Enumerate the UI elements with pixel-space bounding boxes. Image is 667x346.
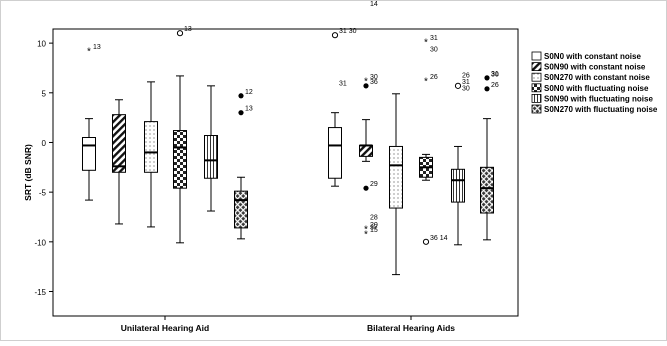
legend-swatch [531,104,542,114]
legend-item-4: S0N0 with fluctuating noise [531,83,649,93]
outlier-label: 15 [370,227,378,234]
y-tick-label: -10 [34,238,46,247]
legend-item-2: S0N90 with constant noise [531,62,646,72]
legend-swatch [531,72,542,82]
outlier-dot [363,83,369,89]
legend-label: S0N0 with fluctuating noise [544,84,649,93]
box-bilateral-6: 31 26 [480,71,499,241]
iqr-box [144,121,158,173]
outlier-circle [176,30,184,37]
legend-item-1: S0N0 with constant noise [531,51,641,61]
box-unilateral-4: 13 [173,26,192,244]
iqr-box [451,168,465,203]
box-unilateral-5 [204,85,218,212]
x-tick-label: Unilateral Hearing Aid [121,323,209,333]
outlier-label: 31 [462,79,470,86]
iqr-box [112,114,126,173]
y-tick-label: -15 [34,288,46,297]
legend-label: S0N270 with fluctuating noise [544,105,658,114]
outlier-label: 29 [370,181,378,188]
legend-swatch [531,94,542,103]
box-unilateral-6: 12 13 [234,89,253,240]
case-label: 26 [462,72,470,79]
outlier-label: 36 [370,79,378,86]
x-tick-label: Bilateral Hearing Aids [367,323,455,333]
case-label: 31 [339,80,347,87]
case-label: 37 [370,224,378,231]
case-label: 14 [370,1,378,8]
outlier-dot [363,185,369,191]
iqr-box [480,166,494,214]
legend-label: S0N270 with constant noise [544,73,650,82]
outlier-star: * [364,224,368,235]
box-unilateral-3 [144,81,158,228]
case-label: 30 [430,47,438,54]
y-tick-label: 10 [37,40,46,49]
outlier-label: 13 [245,106,253,113]
legend-item-5: S0N90 with fluctuating noise [531,94,653,103]
y-tick-label: 5 [42,89,47,98]
outlier-dot [484,75,490,81]
iqr-box [82,137,96,171]
legend-item-6: S0N270 with fluctuating noise [531,104,658,114]
box-unilateral-1: * 13 [82,44,101,201]
outlier-label: 30 [370,74,378,81]
outlier-dot [484,86,490,92]
legend-item-3: S0N270 with constant noise [531,72,650,82]
outlier-label: 12 [245,89,253,96]
outlier-circle [331,32,339,39]
iqr-box [359,144,373,157]
case-label: 30 [491,71,499,78]
outlier-star: * [364,76,368,87]
iqr-box [234,190,248,229]
y-tick-label: 0 [42,139,47,148]
iqr-box [389,145,403,209]
outlier-label: 31 [491,71,499,78]
box-bilateral-1: 31 30 [328,28,357,187]
outlier-dot [238,93,244,99]
iqr-box [204,135,218,179]
y-axis-label: SRT (dB SNR) [23,144,33,201]
legend-swatch [531,62,542,71]
outlier-circle [454,82,462,89]
case-label: 28 [370,214,378,221]
iqr-box [173,130,187,189]
outlier-star: * [424,76,428,87]
outlier-star: * [87,47,91,58]
legend-label: S0N90 with fluctuating noise [544,94,653,103]
outlier-circle [422,238,430,245]
y-tick-label: -5 [39,189,47,198]
outlier-label: 26 [491,82,499,89]
legend-label: S0N90 with constant noise [544,63,646,72]
outlier-star: * [424,38,428,49]
case-label: 30 [462,85,470,92]
legend-swatch [531,51,542,61]
outlier-dot [238,110,244,116]
iqr-box [328,127,342,179]
outlier-label: 31 [430,35,438,42]
outlier-label: 36 14 [430,235,448,242]
plot-frame [52,28,519,317]
outlier-label: 20 [370,222,378,229]
outlier-label: 31 30 [339,28,357,35]
outlier-star: * [364,229,368,240]
box-bilateral-5: 31 [451,79,470,246]
outlier-label: 26 [430,74,438,81]
legend-swatch [531,83,542,93]
outlier-label: 13 [184,26,192,33]
box-unilateral-2 [112,99,126,225]
outlier-label: 13 [93,44,101,51]
box-bilateral-3 [389,93,403,276]
legend-label: S0N0 with constant noise [544,52,641,61]
